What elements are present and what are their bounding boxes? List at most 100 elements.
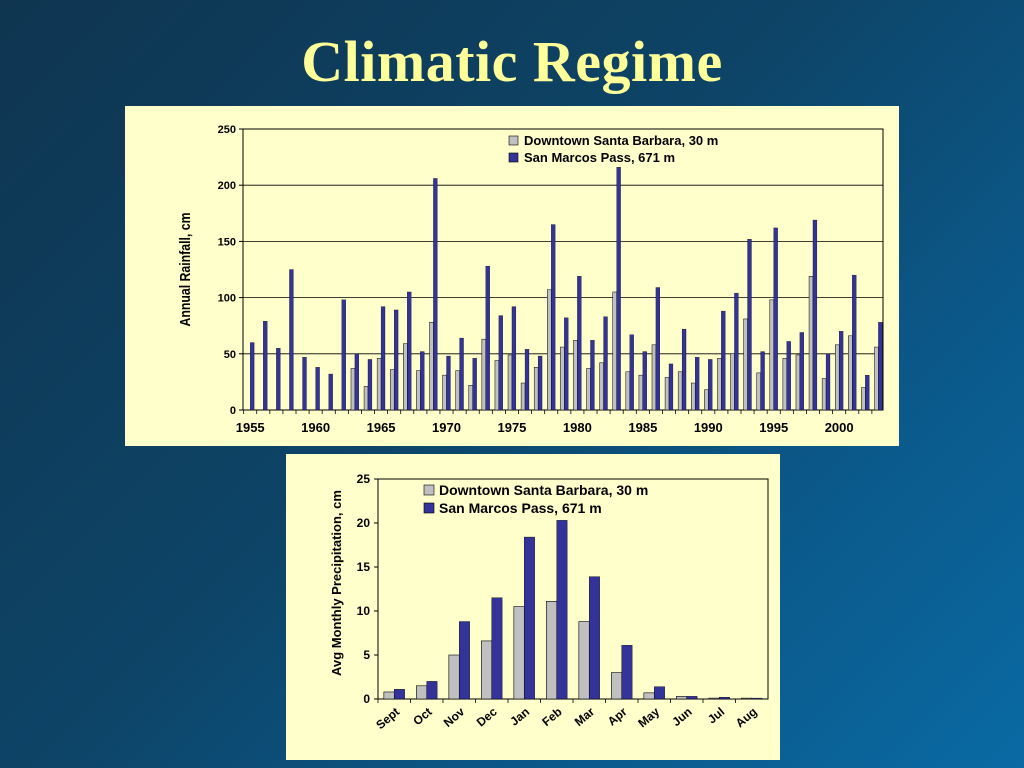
bar-downtown [455,370,460,411]
y-tick-label: 5 [363,648,370,662]
x-tick-label: 2000 [825,420,854,435]
y-tick-label: 0 [230,405,236,417]
bar-downtown [547,289,552,411]
bar-downtown [677,371,683,411]
bar-downtown [611,672,623,700]
bar-downtown [363,386,369,411]
legend-swatch-san-marcos [423,502,435,514]
bar-san-marcos [839,331,844,411]
bar-downtown [513,606,525,700]
bar-downtown [834,344,840,411]
bar-san-marcos [263,321,268,411]
bar-san-marcos [426,681,438,700]
bar-downtown [704,389,709,411]
bar-downtown [741,697,753,700]
y-tick-label: 10 [357,604,371,618]
bar-downtown [560,346,565,411]
bar-san-marcos [250,342,255,411]
bar-san-marcos [485,265,490,411]
bar-san-marcos [629,334,634,411]
y-tick-label: 0 [363,692,370,706]
bar-san-marcos [367,359,373,411]
x-tick-label: 1960 [301,420,330,435]
bar-san-marcos [721,310,726,411]
x-tick-label: Oct [410,705,434,729]
x-tick-label: May [635,704,662,730]
x-tick-label: Apr [605,704,630,728]
bar-san-marcos [433,178,438,411]
x-tick-label: 1955 [236,420,265,435]
bar-san-marcos [773,227,778,411]
bar-downtown [769,299,774,411]
bar-san-marcos [577,276,582,411]
bar-downtown [717,358,722,411]
bar-downtown [691,382,696,411]
monthly-precipitation-chart-panel: 0 5 10 15 20 25 Sept Oct Nov Dec Jan Feb Mar Apr May Ju… [286,454,780,760]
bar-san-marcos [825,353,831,411]
bar-san-marcos [511,306,517,411]
bar-san-marcos [642,351,647,411]
bar-san-marcos [446,355,451,411]
bar-san-marcos [668,363,674,411]
bar-downtown [416,370,421,411]
bar-san-marcos [420,351,425,411]
bar-downtown [586,368,591,411]
bar-san-marcos [654,686,665,700]
bar-downtown [756,372,761,411]
bar-san-marcos [852,274,857,411]
bar-san-marcos [315,367,320,411]
bar-downtown [730,353,735,411]
bar-downtown [578,621,590,700]
bar-downtown [743,318,748,411]
legend-label-downtown: Downtown Santa Barbara, 30 m [524,133,718,148]
bar-downtown [874,346,879,411]
bar-san-marcos [472,358,477,411]
bar-san-marcos [524,536,535,700]
bar-downtown [861,387,866,411]
legend-label-san-marcos: San Marcos Pass, 671 m [439,500,602,516]
slide-title: Climatic Regime [301,29,723,94]
bar-san-marcos [341,299,346,411]
bar-downtown [599,362,604,411]
bar-san-marcos [556,520,568,700]
x-tick-label: Mar [572,704,598,729]
x-tick-label: Dec [474,704,500,729]
bar-downtown [429,322,434,411]
bar-downtown [442,374,447,411]
bar-downtown [533,367,539,411]
annual-rainfall-chart: 0 50 100 150 200 250 1955 1960 1965 1970 1975 1980 1… [177,124,884,435]
x-tick-label: Jan [507,705,532,729]
y-axis-label: Annual Rainfall, cm [177,212,193,326]
bar-san-marcos [459,621,470,700]
x-tick-label: 1965 [367,420,396,435]
bar-san-marcos [590,340,595,411]
bar-downtown [808,275,814,411]
bar-downtown [795,354,801,411]
bar-san-marcos [686,696,698,700]
bar-downtown [350,368,356,411]
bar-san-marcos [302,357,307,411]
bar-san-marcos [878,322,883,411]
bar-san-marcos [865,375,870,411]
y-tick-label: 100 [218,293,236,305]
x-tick-label: Jun [669,705,694,729]
bar-downtown [625,371,630,411]
bar-san-marcos [276,348,281,411]
bar-downtown [782,358,788,411]
bar-san-marcos [498,315,503,411]
x-tick-label: 1975 [497,420,526,435]
monthly-precipitation-chart: 0 5 10 15 20 25 Sept Oct Nov Dec Jan Feb Mar Apr May Ju… [329,472,769,732]
bar-san-marcos [812,219,818,411]
bar-san-marcos [603,316,608,411]
x-tick-label: Sept [373,705,402,732]
bar-san-marcos [616,167,621,411]
bar-san-marcos [394,309,399,411]
x-tick-label: 1980 [563,420,592,435]
y-tick-label: 50 [224,349,236,361]
bar-downtown [403,343,408,411]
x-tick-label: 1990 [694,420,723,435]
x-tick-label: 1970 [432,420,461,435]
bar-san-marcos [786,341,791,411]
bar-san-marcos [524,349,530,411]
x-tick-label: Nov [441,704,468,730]
